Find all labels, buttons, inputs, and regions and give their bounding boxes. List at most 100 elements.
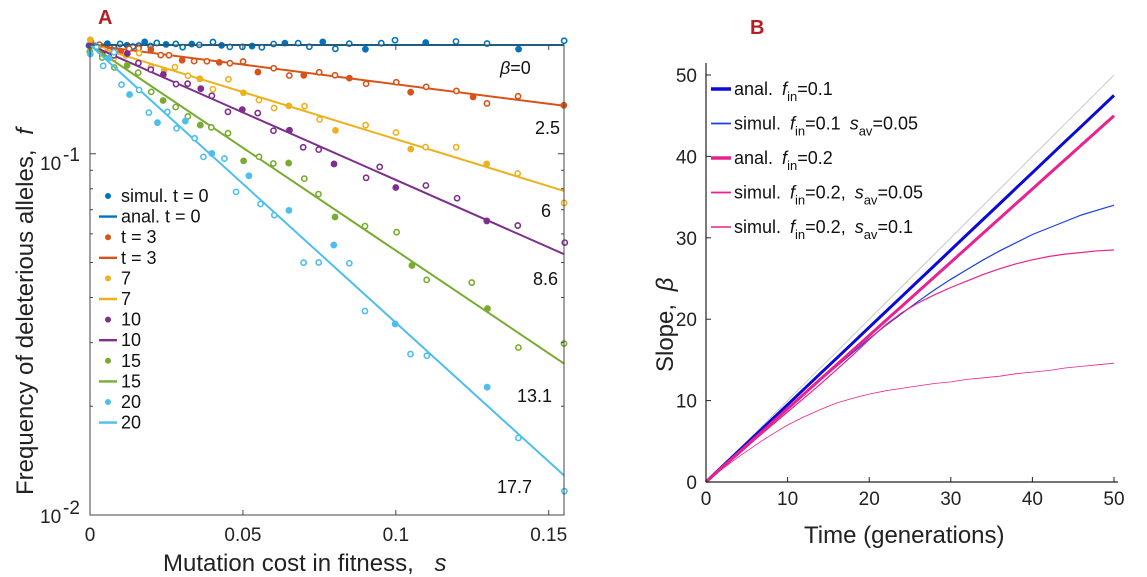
data-point bbox=[285, 206, 293, 214]
xtick-label: 40 bbox=[1022, 489, 1043, 510]
data-point bbox=[255, 153, 263, 161]
xtick-label: 50 bbox=[1103, 489, 1124, 510]
data-point bbox=[468, 279, 476, 286]
data-point bbox=[141, 38, 149, 46]
slope-label: 2.5 bbox=[535, 118, 560, 138]
legend-marker bbox=[105, 234, 111, 241]
data-point bbox=[269, 160, 277, 167]
data-point bbox=[361, 222, 369, 230]
data-point bbox=[299, 143, 307, 151]
xtick-label: 0.05 bbox=[224, 525, 261, 546]
data-point bbox=[145, 109, 153, 117]
data-point bbox=[285, 102, 293, 110]
data-point bbox=[452, 38, 460, 45]
data-point bbox=[270, 40, 278, 48]
data-point bbox=[362, 174, 370, 182]
data-point bbox=[376, 163, 384, 171]
ylabel-text: Slope, bbox=[652, 304, 679, 372]
data-point bbox=[407, 350, 414, 358]
data-point bbox=[315, 146, 323, 153]
xtick-label: 20 bbox=[859, 489, 880, 510]
data-point bbox=[196, 121, 204, 129]
data-point bbox=[147, 66, 155, 73]
data-point bbox=[286, 126, 293, 134]
data-point bbox=[319, 38, 327, 46]
data-point bbox=[514, 92, 522, 100]
slope-label: 17.7 bbox=[497, 477, 532, 497]
xtick-label: 30 bbox=[940, 489, 961, 510]
panel-a-xtick-labels: 0 0.05 0.1 0.15 bbox=[85, 525, 567, 546]
legend-label: 7 bbox=[121, 268, 131, 288]
ytick-label: 40 bbox=[676, 147, 697, 168]
series-line-3 bbox=[704, 114, 1116, 484]
panel-b-xlabel: Time (generations) bbox=[804, 522, 1005, 549]
series-line-1 bbox=[704, 94, 1116, 484]
xlabel-text: Mutation cost in fitness, bbox=[163, 550, 414, 577]
legend-marker bbox=[105, 399, 111, 405]
data-point bbox=[331, 45, 339, 53]
legend-label: anal. fin=0.2 bbox=[734, 148, 833, 173]
xtick-label: 0 bbox=[85, 525, 96, 546]
legend-label: t = 3 bbox=[121, 248, 157, 268]
data-point bbox=[254, 68, 262, 76]
data-point bbox=[255, 96, 263, 104]
data-point bbox=[220, 155, 228, 162]
ytick-label: 10 bbox=[676, 392, 697, 413]
data-point bbox=[422, 143, 429, 151]
data-point bbox=[162, 41, 170, 48]
legend-label: simul. fin=0.2, sav=0.05 bbox=[734, 183, 923, 208]
ytick-label: 30 bbox=[676, 229, 697, 250]
panel-a-ytick-top: 10 -1 bbox=[40, 145, 80, 175]
data-point bbox=[362, 121, 370, 129]
fit-line-series-5 bbox=[89, 44, 565, 477]
panel-a-ylabel: Frequency of deleterious alleles, f bbox=[12, 126, 39, 495]
ytick-label: 50 bbox=[676, 66, 697, 87]
xtick-label: 0.15 bbox=[530, 525, 567, 546]
data-point bbox=[315, 259, 323, 266]
data-point bbox=[178, 56, 186, 64]
data-point bbox=[203, 57, 211, 65]
data-point bbox=[226, 59, 234, 67]
data-point bbox=[514, 344, 522, 351]
slope-label: 6 bbox=[541, 201, 551, 221]
data-point bbox=[240, 89, 247, 97]
data-point bbox=[331, 213, 339, 221]
data-point bbox=[86, 36, 94, 44]
data-point bbox=[181, 117, 189, 125]
data-point bbox=[514, 170, 522, 177]
series-line-4 bbox=[705, 249, 1115, 483]
data-point bbox=[147, 88, 155, 96]
data-point bbox=[330, 160, 338, 168]
data-point bbox=[422, 182, 430, 189]
data-point bbox=[118, 81, 125, 89]
data-point bbox=[165, 51, 173, 59]
legend-label: anal. t = 0 bbox=[121, 207, 201, 227]
data-point bbox=[208, 150, 216, 157]
data-point bbox=[157, 51, 165, 59]
data-point bbox=[300, 175, 308, 183]
xlabel-var: s bbox=[434, 550, 446, 577]
panel-b-letter: B bbox=[750, 17, 764, 39]
data-point bbox=[224, 108, 232, 116]
panel-a-plot-area bbox=[85, 36, 569, 495]
data-point bbox=[215, 58, 223, 66]
data-point bbox=[159, 97, 167, 104]
data-point bbox=[331, 71, 339, 79]
data-point bbox=[254, 109, 262, 117]
data-point bbox=[184, 72, 192, 80]
ytick-label: 20 bbox=[676, 310, 697, 331]
legend-label: simul. fin=0.1 sav=0.05 bbox=[734, 114, 918, 139]
ylabel-text: Frequency of deleterious alleles, bbox=[12, 149, 39, 495]
data-point bbox=[392, 78, 400, 86]
data-point bbox=[191, 134, 199, 142]
data-point bbox=[207, 123, 215, 131]
data-point bbox=[301, 102, 308, 110]
data-point bbox=[135, 59, 142, 67]
xtick-label: 0.1 bbox=[383, 525, 409, 546]
data-point bbox=[197, 85, 205, 93]
data-point bbox=[270, 211, 278, 219]
data-point bbox=[190, 57, 198, 65]
data-point bbox=[172, 103, 180, 111]
data-point bbox=[135, 49, 143, 57]
